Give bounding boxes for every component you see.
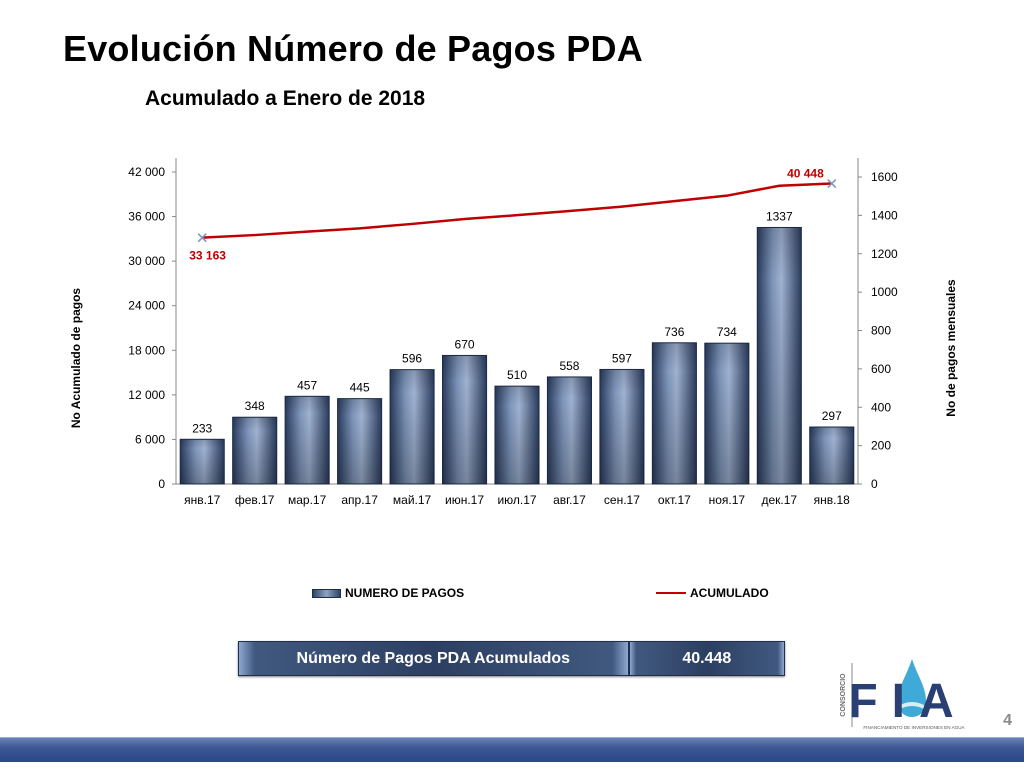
summary-value: 40.448 [627,642,784,675]
bar-value-label: 1337 [766,209,793,223]
acumulado-line [202,182,832,239]
bar-shade [547,376,592,484]
legend-label-bars: NUMERO DE PAGOS [345,586,465,600]
x-tick-label: окт.17 [658,493,691,507]
legend-item-line: ACUMULADO [656,586,769,600]
logo-side-text: CONSORCIO [840,673,847,717]
y-axis-right-label: No de pagos mensuales [944,279,958,417]
legend-swatch-bars [312,588,341,598]
bar-value-label: 558 [559,359,579,373]
line-end-marker [827,178,837,189]
footer-bar [0,737,1024,762]
line-end-marker [197,233,207,243]
bar-value-label: 457 [297,378,317,392]
y-left-tick-label: 6 000 [135,432,165,446]
page-number: 4 [1003,712,1012,729]
bar-value-label: 348 [245,399,265,413]
y-right-tick-label: 200 [871,439,891,453]
logo-letters: FIA [848,675,967,728]
bar-shade [337,398,382,484]
bar-shade [390,369,435,484]
x-tick-label: янв.18 [814,493,851,507]
fia-logo: CONSORCIO FIA FINANCIAMIENTO DE INVERSIO… [840,659,967,730]
bar-value-label: 734 [717,325,737,339]
x-tick-label: авг.17 [553,493,586,507]
y-right-tick-label: 600 [871,362,891,376]
x-tick-label: сен.17 [604,493,640,507]
bar-value-label: 736 [664,325,684,339]
page-subtitle: Acumulado a Enero de 2018 [145,87,426,110]
y-right-tick-label: 400 [871,400,891,414]
summary-label: Número de Pagos PDA Acumulados [239,642,628,675]
bar-value-label: 510 [507,368,527,382]
y-left-tick-label: 24 000 [128,299,165,313]
bar-value-label: 670 [455,337,475,351]
y-right-tick-label: 1200 [871,247,898,261]
x-tick-label: июл.17 [497,493,536,507]
legend-label-line: ACUMULADO [690,586,769,600]
y-left-tick-label: 0 [158,477,165,491]
bar-value-label: 233 [192,421,212,435]
bar-shade [652,342,697,484]
x-tick-label: дек.17 [762,493,798,507]
x-tick-label: май.17 [393,493,432,507]
water-drop-icon [898,659,926,717]
x-tick-label: ноя.17 [709,493,746,507]
legend-item-bars: NUMERO DE PAGOS [312,586,464,600]
x-tick-label: мар.17 [288,493,327,507]
bar-shade [494,386,540,484]
line-last-label: 40 448 [787,167,824,181]
y-left-tick-label: 42 000 [128,165,165,179]
bar-value-label: 596 [402,352,422,366]
logo-tagline: FINANCIAMIENTO DE INVERSIONES EN AGUA [863,725,965,730]
bar-shade [442,355,487,484]
summary-banner: Número de Pagos PDA Acumulados 40.448 [238,641,785,676]
x-tick-label: янв.17 [184,493,221,507]
combo-chart: 0 6 000 12 000 18 000 24 000 30 000 36 000 42 0… [69,158,958,507]
bar-shade [180,439,225,484]
x-tick-label: апр.17 [341,493,378,507]
bar-shade [809,427,854,484]
bar-shade [599,369,644,484]
y-right-tick-label: 0 [871,477,878,491]
bar-value-label: 297 [822,409,842,423]
y-right-tick-label: 1400 [871,208,898,222]
x-tick-label: фев.17 [235,493,275,507]
y-right-tick-label: 1000 [871,285,898,299]
y-axis-left-label: No Acumulado de pagos [69,288,83,429]
page-title: Evolución Número de Pagos PDA [63,28,643,69]
bar-shade [704,343,749,484]
y-left-tick-label: 12 000 [128,388,165,402]
y-left-tick-label: 30 000 [128,254,165,268]
bar-shade [232,417,277,484]
legend-swatch-line [656,592,686,594]
x-tick-label: июн.17 [445,493,484,507]
line-first-label: 33 163 [189,249,226,263]
bar-value-label: 445 [350,381,370,395]
bar-shade [757,227,802,484]
bar-value-label: 597 [612,351,632,365]
y-left-tick-label: 36 000 [128,210,165,224]
bar-shade [285,396,330,484]
y-right-tick-label: 800 [871,324,891,338]
y-left-tick-label: 18 000 [128,343,165,357]
y-right-tick-label: 1600 [871,170,898,184]
